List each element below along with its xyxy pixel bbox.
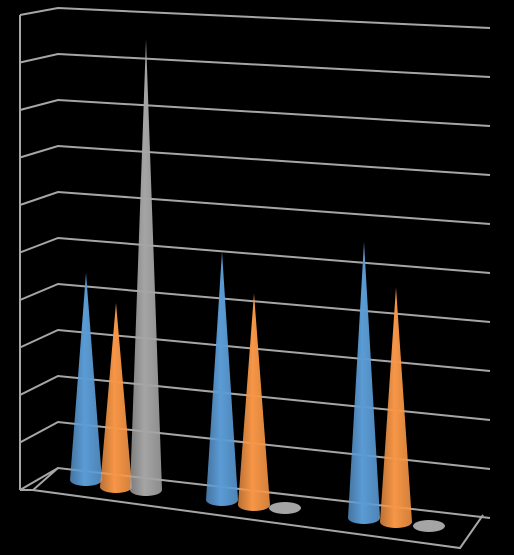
grid-line <box>19 190 491 225</box>
cone <box>413 520 445 532</box>
cone <box>348 242 380 524</box>
cone <box>130 39 162 496</box>
cone <box>269 502 301 514</box>
cone <box>206 251 238 506</box>
grid-line <box>19 466 491 519</box>
cone <box>238 293 270 511</box>
floor-edge <box>30 467 484 550</box>
grid-line <box>19 328 491 372</box>
grid-line <box>19 282 491 323</box>
cone <box>380 287 412 528</box>
grid-line <box>19 374 491 421</box>
grid-line <box>19 52 491 78</box>
grid-line <box>19 6 491 29</box>
grid-line <box>19 420 491 470</box>
cone <box>100 303 132 493</box>
grid-line <box>19 236 491 274</box>
grid-line <box>19 98 491 127</box>
grid-line <box>19 144 491 176</box>
cone <box>70 273 102 486</box>
